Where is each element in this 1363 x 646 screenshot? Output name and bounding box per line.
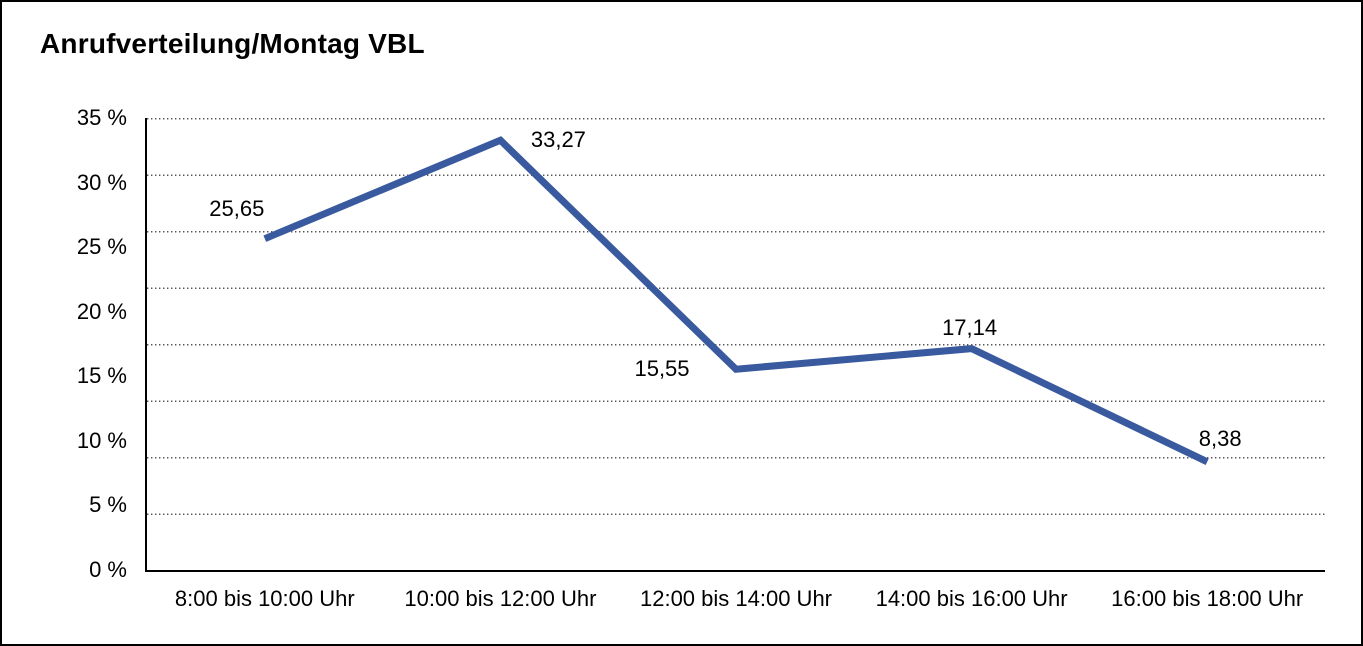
y-tick-label: 0 % <box>89 557 127 582</box>
x-category-label: 10:00 bis 12:00 Uhr <box>404 586 597 611</box>
point-value-label: 17,14 <box>942 314 998 340</box>
chart-title: Anrufverteilung/Montag VBL <box>40 28 425 59</box>
y-tick-label: 35 % <box>76 105 127 130</box>
plot-area <box>145 118 1325 572</box>
data-line <box>263 136 1209 465</box>
y-tick-label: 20 % <box>76 298 127 324</box>
y-tick-label: 10 % <box>76 427 127 453</box>
point-value-label: 8,38 <box>1198 425 1242 451</box>
x-category-label: 8:00 bis 10:00 Uhr <box>174 586 355 611</box>
point-value-label: 33,27 <box>530 127 586 153</box>
x-category-label: 12:00 bis 14:00 Uhr <box>639 586 833 611</box>
x-category-label: 16:00 bis 18:00 Uhr <box>1111 586 1304 611</box>
line-chart <box>147 118 1325 515</box>
x-category-label: 14:00 bis 16:00 Uhr <box>875 586 1068 611</box>
y-tick-label: 30 % <box>76 169 127 195</box>
point-value-label: 25,65 <box>209 195 265 221</box>
y-tick-label: 5 % <box>89 492 127 518</box>
y-tick-label: 15 % <box>76 363 127 389</box>
y-tick-label: 25 % <box>76 234 127 260</box>
point-value-label: 15,55 <box>634 356 690 382</box>
